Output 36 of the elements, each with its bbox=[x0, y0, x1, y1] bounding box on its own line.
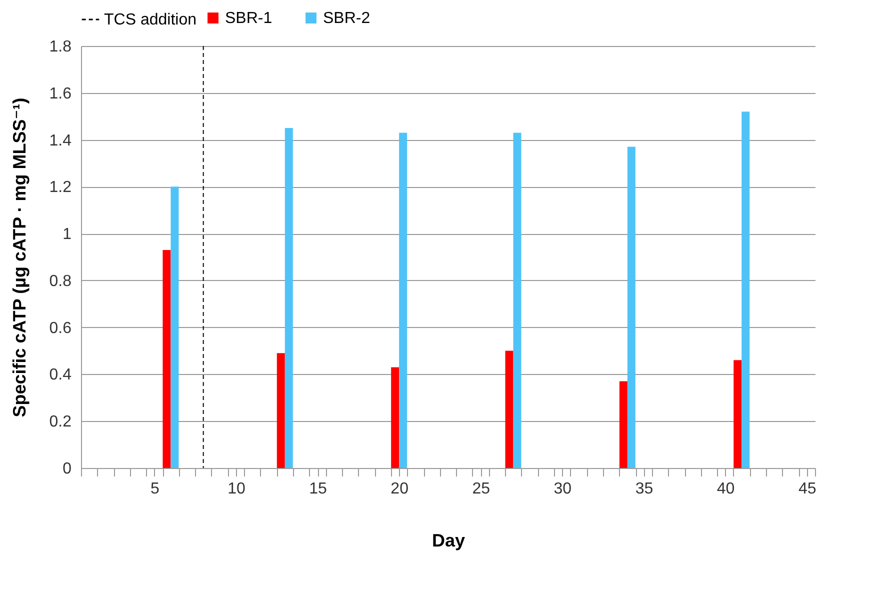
y-tick-label: 1 bbox=[62, 226, 72, 244]
x-tick-label: 15 bbox=[309, 480, 328, 498]
legend-label: SBR-2 bbox=[323, 10, 370, 27]
x-tick-label: 10 bbox=[228, 480, 246, 498]
legend-label: TCS addition bbox=[104, 12, 196, 28]
bar bbox=[276, 353, 285, 468]
y-tick-label: 0.2 bbox=[49, 414, 72, 431]
bar bbox=[734, 360, 742, 468]
x-tick-label: 25 bbox=[472, 480, 490, 498]
y-tick-label: 1.6 bbox=[49, 85, 72, 102]
legend-label: SBR-1 bbox=[225, 10, 272, 27]
bar bbox=[399, 132, 408, 468]
y-tick-label: 1.8 bbox=[49, 38, 72, 56]
y-tick-label: 0 bbox=[62, 460, 72, 478]
y-tick-label: 1.4 bbox=[49, 132, 72, 150]
bar bbox=[162, 250, 171, 468]
bar bbox=[627, 146, 636, 468]
x-tick-label: 40 bbox=[716, 480, 735, 498]
x-tick-label: 35 bbox=[635, 480, 654, 498]
bar bbox=[619, 381, 628, 468]
x-axis-title: Day bbox=[432, 530, 466, 550]
bar bbox=[391, 367, 400, 468]
x-tick-label: 30 bbox=[554, 480, 572, 498]
x-tick-label: 5 bbox=[150, 480, 160, 498]
y-tick-label: 1.2 bbox=[49, 179, 72, 196]
bar bbox=[742, 112, 750, 468]
y-tick-label: 0.6 bbox=[49, 320, 72, 337]
bar bbox=[505, 350, 514, 468]
bar bbox=[513, 132, 522, 468]
bar bbox=[170, 186, 179, 468]
y-tick-label: 0.8 bbox=[49, 272, 72, 290]
x-tick-label: 20 bbox=[390, 480, 409, 498]
y-axis-title: Specific cATP (µg cATP · mg MLSS⁻¹) bbox=[9, 98, 30, 418]
y-tick-label: 0.4 bbox=[49, 366, 72, 384]
x-tick-label: 45 bbox=[798, 480, 816, 498]
bar bbox=[284, 128, 293, 468]
